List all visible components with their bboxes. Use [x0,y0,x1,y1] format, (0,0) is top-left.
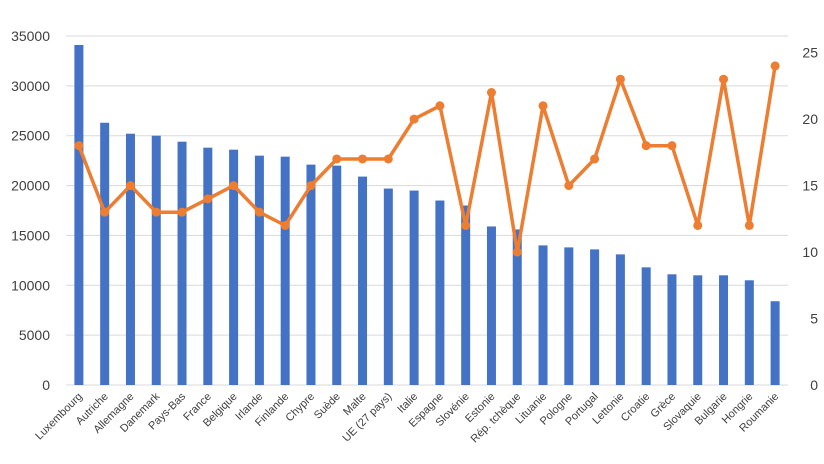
line-point [229,181,239,191]
bar [332,165,342,385]
line-point [641,141,651,151]
left-tick-label: 5000 [19,327,50,343]
category-label: Chypre [284,391,318,425]
bar [203,147,213,385]
bar [564,247,574,385]
line-point [358,154,368,164]
right-tick-label: 25 [802,45,818,61]
bar [125,133,135,385]
bar [770,301,780,385]
left-tick-label: 20000 [11,178,50,194]
left-tick-label: 10000 [11,277,50,293]
line-point [615,74,625,84]
category-label: Suède [312,391,343,422]
line-point [538,101,548,111]
line-point [770,61,780,71]
bar [254,155,264,385]
bar [538,245,548,385]
bar [590,249,600,385]
line-point [332,154,342,164]
bar [358,176,368,385]
bar [719,275,729,385]
line-point [280,220,290,230]
bar [409,190,419,385]
line-point [203,194,213,204]
line-point [719,74,729,84]
left-axis: 0 5000 10000 15000 20000 25000 30000 35000 [11,28,50,393]
bar [693,275,703,385]
left-tick-label: 25000 [11,128,50,144]
bar [306,164,316,385]
bar [151,135,161,385]
bar [280,156,290,385]
bar [615,254,625,385]
line-point [512,247,522,257]
line-point [177,207,187,217]
bar [461,205,471,385]
line-point [125,181,135,191]
line-point [74,141,84,151]
bar [383,188,393,385]
category-label: Croatie [619,391,653,425]
line-point [151,207,161,217]
line-point [435,101,445,111]
right-tick-label: 0 [810,377,818,393]
line-point [254,207,264,217]
line-series [74,61,780,257]
line-point [590,154,600,164]
line-point [383,154,393,164]
bar [667,274,677,385]
line-point [564,181,574,191]
category-axis: LuxembourgAutricheAllemagneDanemarkPays-… [33,390,781,445]
left-tick-label: 0 [42,377,50,393]
line-point [100,207,110,217]
bar [435,200,445,385]
line-point [306,181,316,191]
line-point [667,141,677,151]
series-line [77,65,777,254]
line-point [409,114,419,124]
line-point [693,220,703,230]
bar [74,44,84,386]
line-point [461,220,471,230]
bar [512,229,522,385]
right-tick-label: 5 [810,311,818,327]
left-tick-label: 35000 [11,28,50,44]
left-tick-label: 30000 [11,78,50,94]
bar-series [74,44,780,386]
right-tick-label: 20 [802,111,818,127]
bar [100,122,110,385]
right-axis: 0 5 10 15 20 25 [802,45,818,393]
bar [229,149,239,385]
right-tick-label: 15 [802,178,818,194]
right-tick-label: 10 [802,244,818,260]
line-point [486,88,496,98]
bar [744,280,754,385]
bar [486,226,496,385]
bar [641,267,651,385]
bar [177,141,187,385]
left-tick-label: 15000 [11,227,50,243]
line-point [744,220,754,230]
